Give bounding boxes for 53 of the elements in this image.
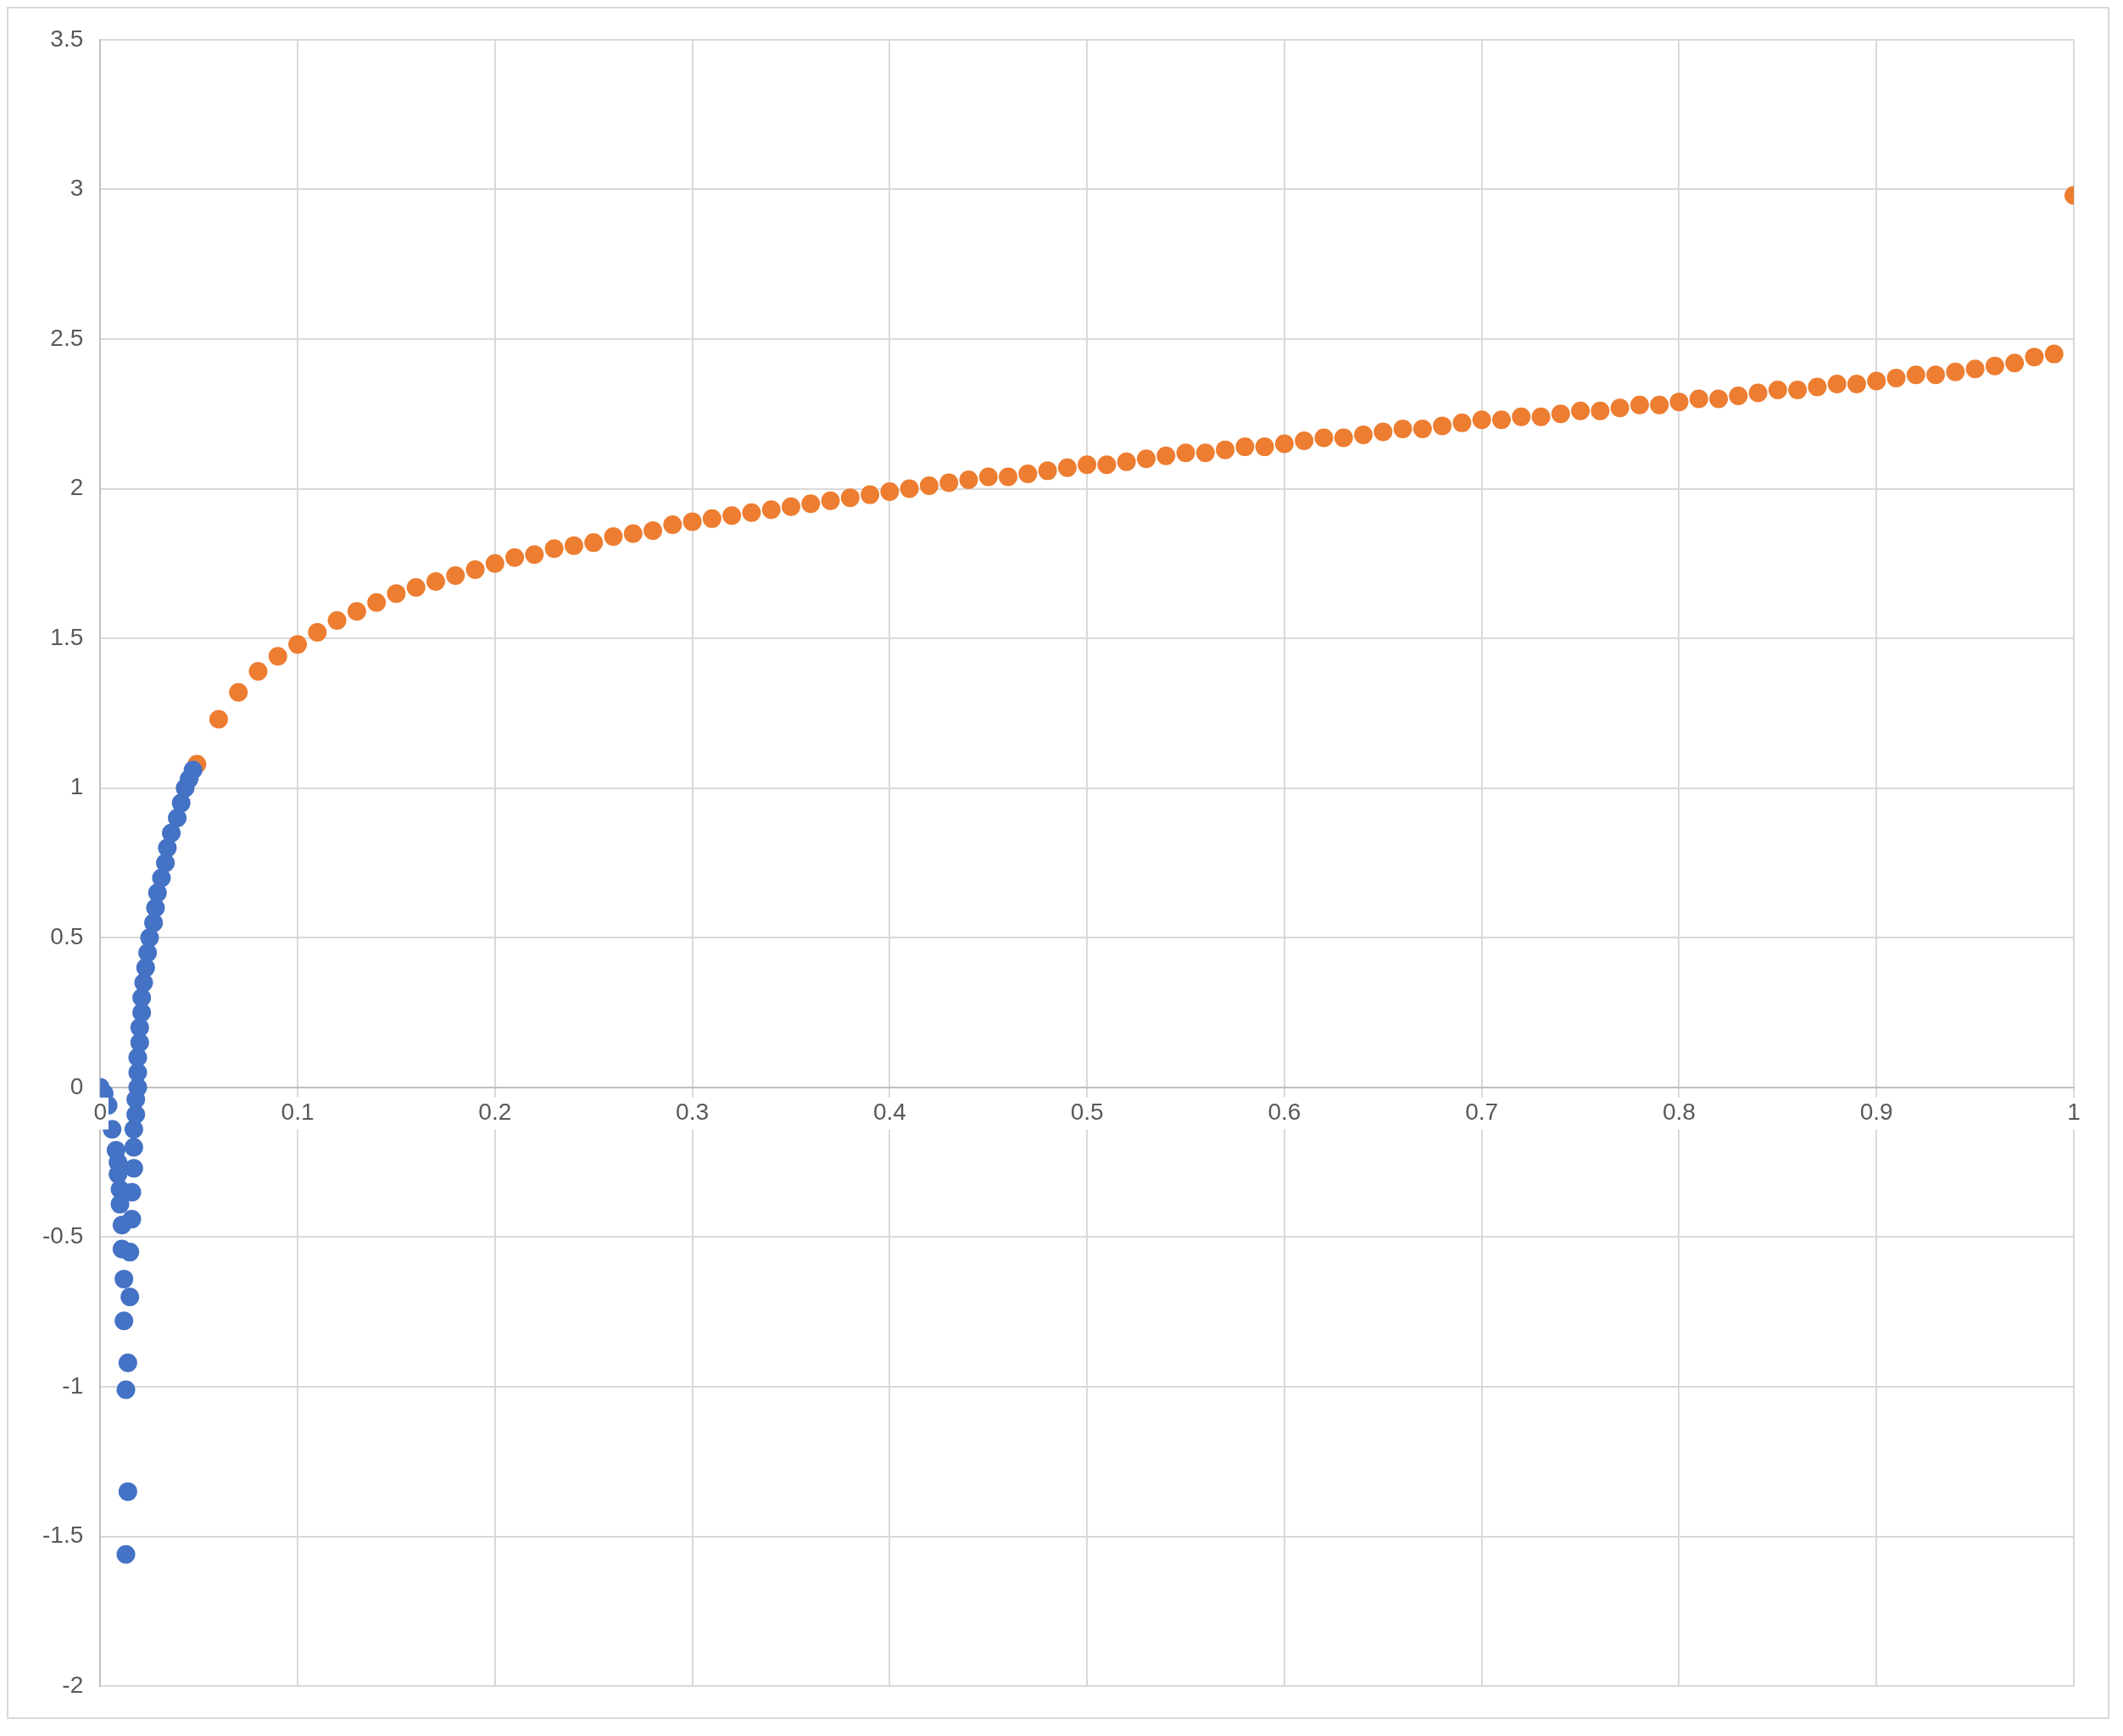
point [124,1138,143,1157]
point [162,823,181,843]
point [116,1380,136,1399]
point [152,868,171,887]
point [110,1194,130,1214]
point [183,760,203,780]
point [138,943,158,962]
x-tick-label: 0.6 [1268,1099,1301,1126]
x-tick-label: 0.7 [1465,1099,1499,1126]
point [140,928,159,948]
point [116,1544,136,1564]
x-tick-label: 0.9 [1859,1099,1893,1126]
point [118,1482,137,1501]
x-tick-label: 0.5 [1070,1099,1104,1126]
y-tick-label: 3 [70,175,84,202]
point [168,809,187,828]
point [158,838,177,858]
point [132,988,152,1007]
x-tick-label: 0 [93,1099,108,1126]
y-tick-label: 2.5 [50,324,84,351]
point [120,1288,140,1307]
point [114,1269,134,1288]
x-tick-label: 0.8 [1662,1099,1696,1126]
y-tick-label: 2 [70,474,84,501]
point [132,1003,152,1022]
y-tick-label: -0.5 [42,1222,84,1249]
point [124,1159,143,1178]
point [130,1032,149,1052]
point [156,854,176,872]
point [148,883,167,903]
y-tick-label: 0 [70,1072,84,1099]
x-tick-label: 0.2 [478,1099,512,1126]
y-tick-label: -1 [62,1372,84,1399]
x-tick-label: 1 [2067,1099,2081,1126]
point [114,1311,134,1331]
point [136,958,155,977]
point [126,1104,146,1124]
y-tick-label: 1 [70,773,84,800]
y-tick-label: -2 [62,1671,84,1698]
y-tick-label: 1.5 [50,623,84,650]
point [146,898,165,917]
point [120,1243,140,1262]
y-tick-label: -1.5 [42,1522,84,1549]
point [171,793,191,813]
point [128,1077,148,1097]
point [118,1353,137,1372]
point [122,1210,142,1229]
x-tick-label: 0.3 [676,1099,710,1126]
y-tick-label: 3.5 [50,25,84,52]
x-tick-label: 0.4 [872,1099,906,1126]
y-tick-label: 0.5 [50,923,84,950]
x-tick-label: 0.1 [281,1099,315,1126]
point [144,913,164,932]
